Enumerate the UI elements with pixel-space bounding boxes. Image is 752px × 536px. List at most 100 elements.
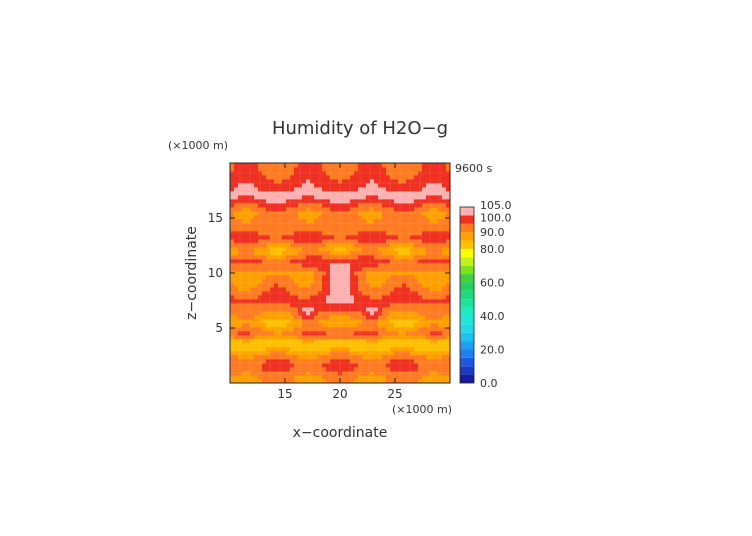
field-cell <box>334 195 339 200</box>
field-cell <box>302 211 307 216</box>
field-cell <box>434 283 439 288</box>
field-cell <box>410 199 415 204</box>
field-cell <box>282 363 287 368</box>
field-cell <box>350 351 355 356</box>
field-cell <box>270 215 275 220</box>
field-cell <box>414 259 419 264</box>
field-cell <box>246 231 251 236</box>
field-cell <box>246 379 251 384</box>
field-cell <box>318 291 323 296</box>
field-cell <box>282 299 287 304</box>
field-cell <box>338 359 343 364</box>
field-cell <box>250 323 255 328</box>
field-cell <box>246 255 251 260</box>
field-cell <box>262 343 267 348</box>
field-cell <box>302 303 307 308</box>
field-cell <box>366 263 371 268</box>
field-cell <box>374 331 379 336</box>
field-cell <box>374 323 379 328</box>
field-cell <box>306 163 311 168</box>
field-cell <box>314 207 319 212</box>
field-cell <box>234 251 239 256</box>
field-cell <box>342 359 347 364</box>
field-cell <box>362 295 367 300</box>
field-cell <box>414 183 419 188</box>
field-cell <box>310 287 315 292</box>
field-cell <box>242 347 247 352</box>
field-cell <box>250 227 255 232</box>
field-cell <box>354 355 359 360</box>
field-cell <box>386 355 391 360</box>
field-cell <box>234 227 239 232</box>
field-cell <box>378 379 383 384</box>
field-cell <box>298 327 303 332</box>
field-cell <box>354 211 359 216</box>
field-cell <box>358 263 363 268</box>
field-cell <box>306 183 311 188</box>
field-cell <box>318 331 323 336</box>
field-cell <box>250 375 255 380</box>
field-cell <box>426 327 431 332</box>
field-cell <box>406 255 411 260</box>
field-cell <box>338 255 343 260</box>
field-cell <box>366 239 371 244</box>
field-cell <box>278 255 283 260</box>
field-cell <box>282 195 287 200</box>
field-cell <box>350 215 355 220</box>
field-cell <box>374 319 379 324</box>
field-cell <box>298 223 303 228</box>
field-cell <box>282 307 287 312</box>
field-cell <box>370 203 375 208</box>
field-cell <box>254 263 259 268</box>
field-cell <box>434 247 439 252</box>
field-cell <box>418 355 423 360</box>
field-cell <box>318 351 323 356</box>
field-cell <box>242 279 247 284</box>
field-cell <box>298 227 303 232</box>
field-cell <box>310 343 315 348</box>
field-cell <box>338 355 343 360</box>
field-cell <box>318 339 323 344</box>
field-cell <box>394 315 399 320</box>
field-cell <box>418 171 423 176</box>
field-cell <box>390 331 395 336</box>
field-cell <box>430 211 435 216</box>
field-cell <box>302 323 307 328</box>
field-cell <box>386 367 391 372</box>
field-cell <box>234 199 239 204</box>
field-cell <box>394 235 399 240</box>
field-cell <box>414 207 419 212</box>
field-cell <box>414 347 419 352</box>
field-cell <box>266 175 271 180</box>
field-cell <box>238 243 243 248</box>
field-cell <box>306 303 311 308</box>
field-cell <box>414 251 419 256</box>
field-cell <box>362 219 367 224</box>
field-cell <box>354 315 359 320</box>
field-cell <box>246 271 251 276</box>
field-cell <box>238 331 243 336</box>
field-cell <box>370 199 375 204</box>
field-cell <box>446 163 451 168</box>
field-cell <box>366 295 371 300</box>
field-cell <box>254 255 259 260</box>
field-cell <box>418 343 423 348</box>
field-cell <box>234 287 239 292</box>
field-cell <box>302 379 307 384</box>
field-cell <box>274 171 279 176</box>
field-cell <box>414 323 419 328</box>
field-cell <box>310 291 315 296</box>
field-cell <box>434 299 439 304</box>
field-cell <box>286 191 291 196</box>
field-cell <box>378 283 383 288</box>
field-cell <box>306 227 311 232</box>
field-cell <box>366 343 371 348</box>
field-cell <box>446 171 451 176</box>
field-cell <box>282 251 287 256</box>
field-cell <box>346 199 351 204</box>
field-cell <box>286 335 291 340</box>
field-cell <box>246 187 251 192</box>
field-cell <box>302 175 307 180</box>
field-cell <box>354 279 359 284</box>
field-cell <box>434 175 439 180</box>
